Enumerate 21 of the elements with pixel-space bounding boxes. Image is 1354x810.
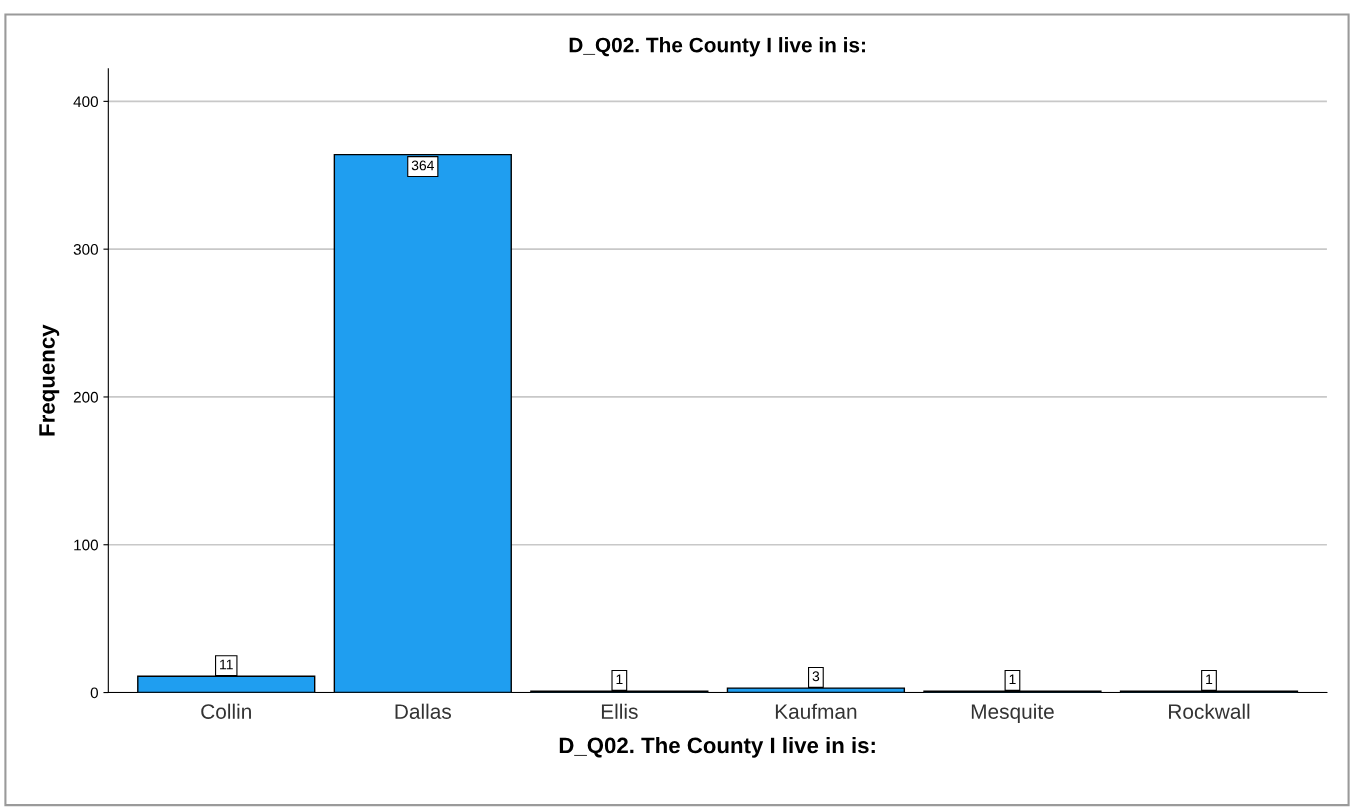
x-tick-label: Dallas [395, 703, 451, 719]
chart-title: D_Q02. The County I live in is: [569, 37, 865, 57]
data-label: 1 [616, 674, 623, 685]
y-tick-label: 300 [73, 244, 98, 255]
y-tick-label: 200 [73, 391, 98, 403]
data-label: 1 [1009, 674, 1016, 685]
y-tick-label: 400 [73, 96, 98, 108]
x-axis-title: D_Q02. The County I live in is: [559, 736, 875, 758]
x-tick-label: Mesquite [971, 703, 1054, 724]
data-label: 11 [220, 659, 233, 670]
data-label: 364 [411, 160, 434, 171]
x-tick-label: Rockwall [1169, 703, 1250, 719]
x-tick-label: Collin [201, 703, 251, 719]
data-label: 1 [1206, 674, 1213, 685]
x-tick-label: Ellis [601, 703, 638, 719]
y-tick-label: 0 [90, 687, 98, 699]
y-tick-label: 100 [74, 539, 98, 551]
y-axis-title: Frequency [39, 324, 60, 436]
data-label: 3 [812, 671, 820, 682]
bar [333, 153, 512, 693]
x-tick-label: Kaufman [775, 703, 857, 719]
